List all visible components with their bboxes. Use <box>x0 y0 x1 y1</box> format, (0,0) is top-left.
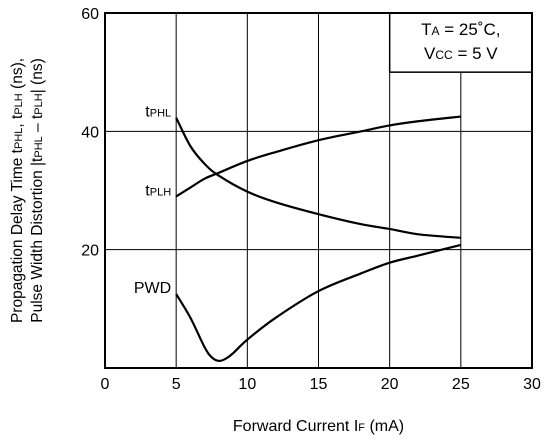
x-tick-label: 15 <box>310 376 328 393</box>
x-axis-label: Forward Current IF (mA) <box>233 418 404 435</box>
subscript: PHL <box>13 128 25 149</box>
series-label-tplh: tPLH <box>145 182 171 199</box>
x-tick-label: 0 <box>101 376 110 393</box>
subscript: A <box>432 24 440 38</box>
series-line-tplh <box>175 115 461 198</box>
y-tick-labels: 20 40 60 <box>81 6 99 260</box>
x-tick-label: 20 <box>381 376 399 393</box>
series-line-pwd <box>175 243 462 363</box>
subscript: PHL <box>33 136 45 157</box>
subscript: CC <box>435 48 453 62</box>
series-line-tphl <box>175 117 461 239</box>
x-tick-label: 30 <box>523 376 541 393</box>
subscript: PLH <box>33 93 45 114</box>
annotation-line-2: VCC = 5 V <box>424 44 498 63</box>
subscript: PLH <box>13 93 25 114</box>
x-tick-labels: 0 5 10 15 20 25 30 <box>101 376 541 393</box>
series-label-tphl: tPHL <box>145 104 171 121</box>
x-tick-label: 5 <box>172 376 181 393</box>
y-tick-label: 60 <box>81 6 99 23</box>
x-axis-title: Forward Current IF (mA) <box>233 418 404 435</box>
series-labels: tPHL tPLH PWD <box>134 104 171 297</box>
plot-frame <box>104 12 533 369</box>
series-label-pwd: PWD <box>134 280 171 297</box>
subscript: PHL <box>150 108 171 120</box>
subscript: F <box>358 422 365 434</box>
x-tick-label: 25 <box>452 376 470 393</box>
x-tick-label: 10 <box>238 376 256 393</box>
y-tick-label: 20 <box>81 243 99 260</box>
curves <box>175 115 462 363</box>
annotation: TA = 25˚C, VCC = 5 V <box>421 20 500 63</box>
y-tick-label: 40 <box>81 124 99 141</box>
y-axis-title-line-1: Propagation Delay Time tPHL, tPLH (ns), <box>9 58 26 323</box>
subscript: PLH <box>150 186 171 198</box>
annotation-line-1: TA = 25˚C, <box>421 20 500 39</box>
y-axis-title-line-2: Pulse Width Distortion |tPHL – tPLH| (ns… <box>29 58 46 323</box>
y-axis-label: Propagation Delay Time tPHL, tPLH (ns),P… <box>9 58 46 323</box>
